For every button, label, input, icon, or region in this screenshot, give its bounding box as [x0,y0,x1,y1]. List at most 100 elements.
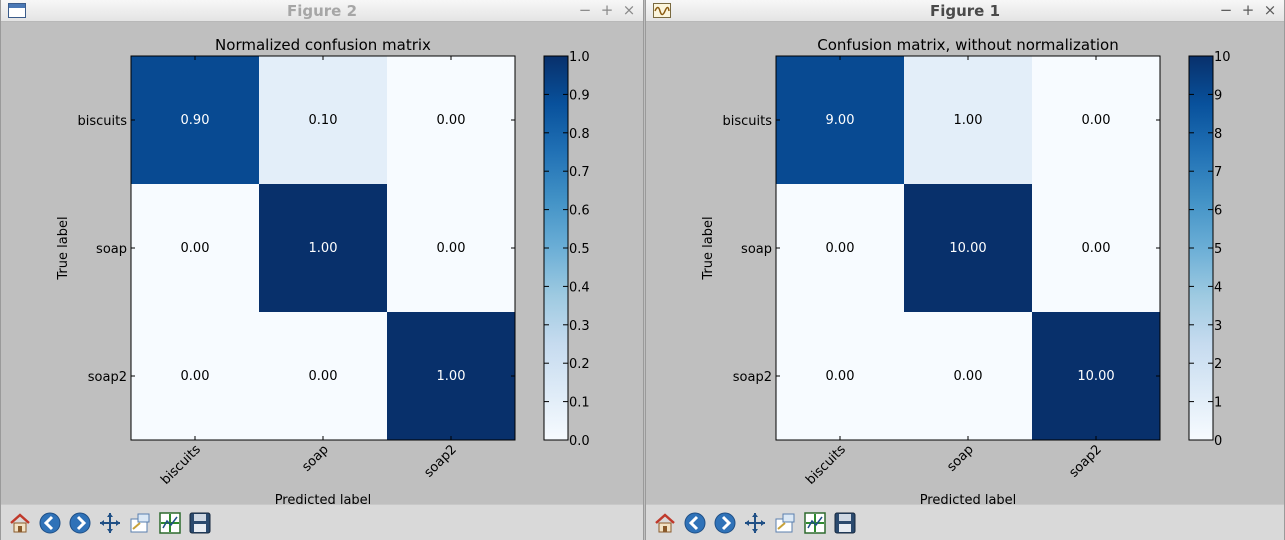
y-tick-label: soap [741,242,772,257]
window-icon [8,3,26,18]
forward-button[interactable] [67,510,93,536]
cell-label: 0.00 [1082,113,1111,128]
save-button[interactable] [832,510,858,536]
matrix-cell [1032,312,1160,440]
matrix-cell [387,56,515,184]
home-button[interactable] [7,510,33,536]
cell-label: 10.00 [1077,369,1114,384]
forward-button[interactable] [712,510,738,536]
colorbar-tick-label: 6 [1214,204,1222,219]
pan-icon [100,513,120,533]
subplots-button[interactable] [157,510,183,536]
maximize-button[interactable]: + [600,1,614,19]
matrix-cell [131,312,259,440]
home-button[interactable] [652,510,678,536]
colorbar-tick-label: 0.0 [569,434,590,449]
colorbar-tick-label: 0.2 [569,357,590,372]
x-tick-label: soap [299,442,331,474]
matrix-cell [387,184,515,312]
y-tick-label: soap [96,242,127,257]
matrix-cell [904,312,1032,440]
chart-title: Normalized confusion matrix [215,36,431,54]
save-icon [834,512,856,534]
cell-label: 0.00 [437,241,466,256]
close-button[interactable]: × [1263,1,1277,19]
minimize-button[interactable]: − [578,1,592,19]
matrix-cell [904,56,1032,184]
colorbar-tick-label: 5 [1214,242,1222,257]
cell-label: 0.00 [954,369,983,384]
minimize-button[interactable]: − [1219,1,1233,19]
matrix-cell [1032,56,1160,184]
colorbar-tick-label: 0 [1214,434,1222,449]
back-button[interactable] [37,510,63,536]
cell-label: 0.00 [181,369,210,384]
colorbar-tick-label: 7 [1214,165,1222,180]
back-icon [684,512,706,534]
wave-app-icon [653,3,671,18]
subplots-icon [804,512,826,534]
colorbar-tick-label: 0.7 [569,165,590,180]
colorbar-tick-label: 0.5 [569,242,590,257]
back-button[interactable] [682,510,708,536]
forward-icon [714,512,736,534]
colorbar-tick-label: 1.0 [569,50,590,65]
save-button[interactable] [187,510,213,536]
pan-button[interactable] [742,510,768,536]
subplots-icon [159,512,181,534]
home-icon [655,513,675,533]
matrix-cell [776,312,904,440]
chart-title: Confusion matrix, without normalization [817,36,1119,54]
figure-1-window: Figure 1 − + × Confusion matrix, without… [645,0,1285,540]
matrix-cell [259,56,387,184]
colorbar-tick-label: 0.8 [569,127,590,142]
matrix-cell [259,312,387,440]
cell-label: 10.00 [949,241,986,256]
pan-icon [745,513,765,533]
zoom-button[interactable] [772,510,798,536]
y-axis-label: True label [56,216,71,280]
cell-label: 0.00 [309,369,338,384]
colorbar-tick-label: 2 [1214,357,1222,372]
save-icon [189,512,211,534]
window-title: Figure 2 [286,2,358,20]
colorbar-tick-label: 0.3 [569,319,590,334]
cell-label: 0.90 [181,113,210,128]
matrix-cell [1032,184,1160,312]
colorbar-tick-label: 9 [1214,88,1222,103]
cell-label: 1.00 [309,241,338,256]
navigation-toolbar [1,504,643,540]
zoom-button[interactable] [127,510,153,536]
y-tick-label: biscuits [722,114,772,129]
home-icon [10,513,30,533]
matrix-cell [904,184,1032,312]
colorbar-tick-label: 3 [1214,319,1222,334]
x-tick-label: soap2 [421,442,459,480]
x-axis-label: Predicted label [920,493,1017,504]
navigation-toolbar [646,504,1284,540]
x-tick-label: biscuits [158,442,204,488]
matrix-cell [776,184,904,312]
y-axis-label: True label [701,216,716,280]
matrix-cell [131,56,259,184]
x-tick-label: biscuits [803,442,849,488]
x-tick-label: soap2 [1066,442,1104,480]
title-bar[interactable]: Figure 2 − + × [1,0,643,22]
cell-label: 1.00 [954,113,983,128]
colorbar-tick-label: 1 [1214,396,1222,411]
zoom-icon [130,513,150,533]
subplots-button[interactable] [802,510,828,536]
title-bar[interactable]: Figure 1 − + × [646,0,1284,22]
maximize-button[interactable]: + [1241,1,1255,19]
confusion-matrix-chart: Confusion matrix, without normalization 9… [701,36,1231,504]
x-axis-label: Predicted label [275,493,372,504]
x-tick-label: soap [944,442,976,474]
colorbar-tick-label: 0.4 [569,280,590,295]
y-tick-label: soap2 [733,370,772,385]
colorbar-tick-label: 4 [1214,280,1222,295]
confusion-matrix-chart: Normalized confusion matrix 0.90 0.10 0.00 0… [56,36,590,504]
forward-icon [69,512,91,534]
colorbar-tick-label: 10 [1214,50,1231,65]
close-button[interactable]: × [622,1,636,19]
pan-button[interactable] [97,510,123,536]
